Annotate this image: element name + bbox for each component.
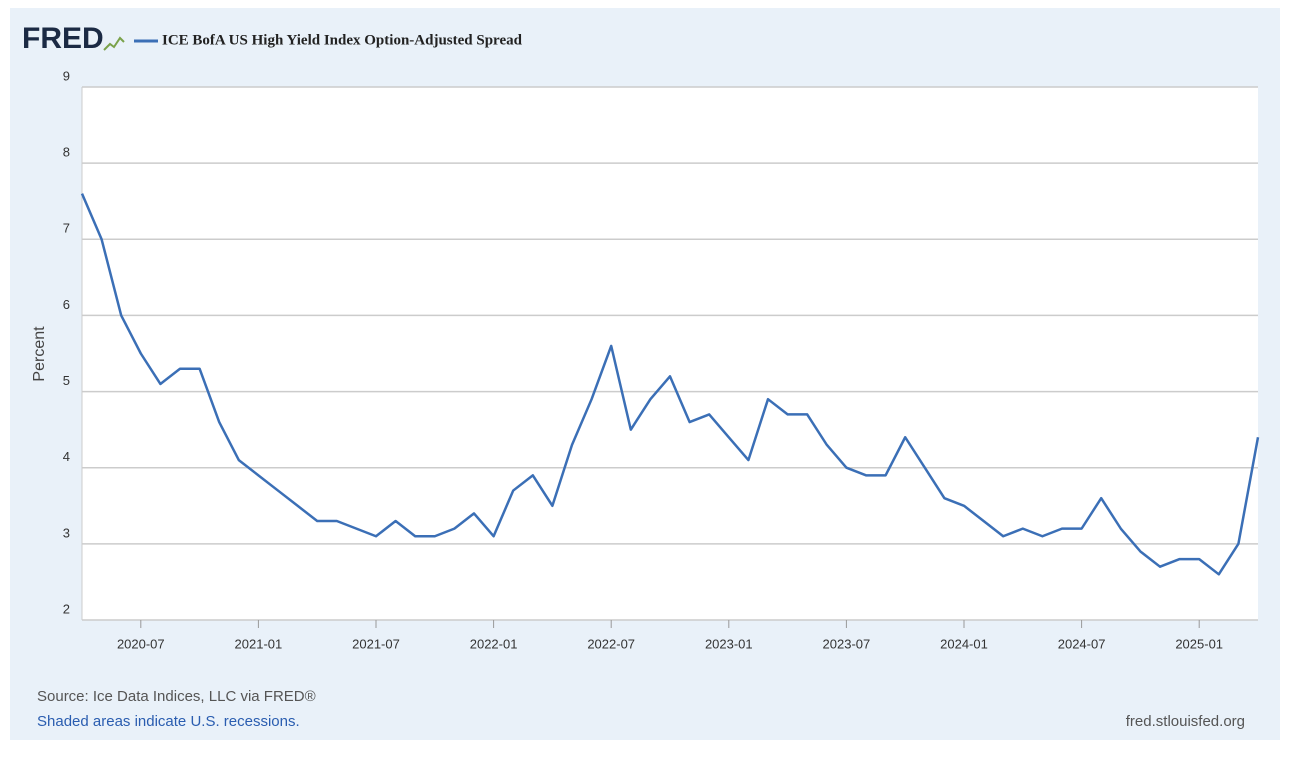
x-tick-label: 2022-01 xyxy=(470,636,518,651)
x-tick-label: 2021-07 xyxy=(352,636,400,651)
y-tick-label: 9 xyxy=(63,68,70,83)
logo-icon xyxy=(103,36,125,51)
y-tick-label: 6 xyxy=(63,297,70,312)
data-line xyxy=(80,193,1260,576)
plot-area xyxy=(82,87,1258,620)
x-tick-label: 2022-07 xyxy=(587,636,635,651)
y-tick-label: 5 xyxy=(63,373,70,388)
y-tick-label: 8 xyxy=(63,145,70,160)
y-tick-label: 2 xyxy=(63,601,70,616)
x-tick-label: 2023-01 xyxy=(705,636,753,651)
legend-label: ICE BofA US High Yield Index Option-Adju… xyxy=(162,32,523,48)
x-tick-label: 2021-01 xyxy=(235,636,283,651)
x-tick-label: 2023-07 xyxy=(823,636,871,651)
y-tick-label: 7 xyxy=(63,221,70,236)
x-tick-label: 2020-07 xyxy=(117,636,165,651)
source: Source: Ice Data Indices, LLC via FRED® xyxy=(37,688,316,705)
y-axis-label: Percent xyxy=(31,326,48,382)
x-tick-label: 2024-01 xyxy=(940,636,988,651)
y-tick-label: 4 xyxy=(63,449,70,464)
site: fred.stlouisfed.org xyxy=(1126,713,1245,730)
y-tick-label: 3 xyxy=(63,525,70,540)
x-tick-label: 2025-01 xyxy=(1175,636,1223,651)
logo: FRED xyxy=(22,22,104,55)
note: Shaded areas indicate U.S. recessions. xyxy=(37,713,300,730)
x-tick-label: 2024-07 xyxy=(1058,636,1106,651)
